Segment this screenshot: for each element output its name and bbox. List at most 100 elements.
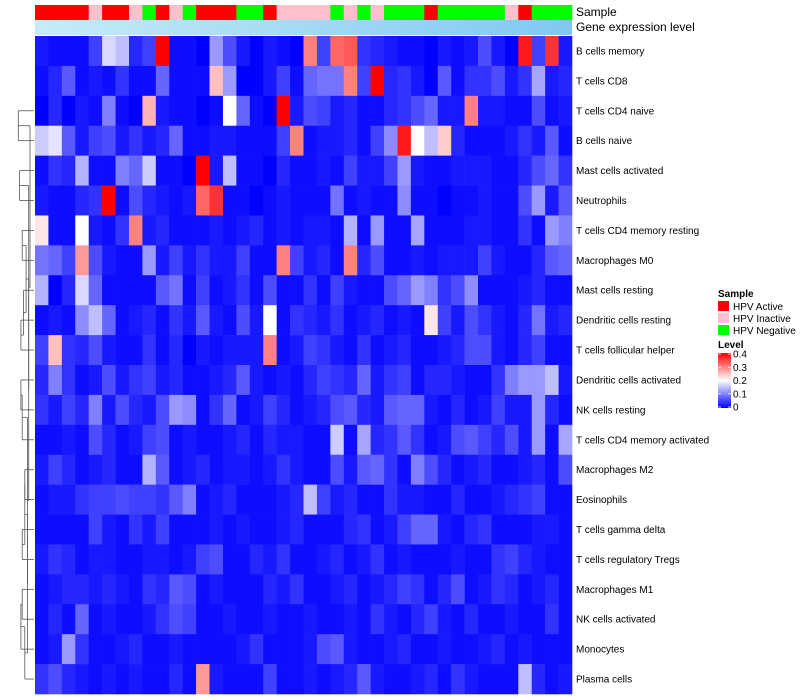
- heatmap-cell: [115, 215, 130, 246]
- heatmap-cell: [196, 424, 210, 456]
- heatmap-cell: [222, 365, 237, 396]
- heatmap-cell: [75, 245, 89, 276]
- heatmap-cell: [370, 305, 385, 336]
- sample-annotation-cell: [316, 5, 331, 20]
- heatmap-cell: [303, 275, 318, 306]
- heatmap-cell: [437, 305, 452, 336]
- heatmap-cell: [263, 604, 277, 635]
- heatmap-cell: [370, 424, 385, 456]
- heatmap-cell: [518, 335, 533, 366]
- heatmap-cell: [196, 394, 210, 426]
- sample-annotation-cell: [155, 5, 170, 20]
- heatmap-cell: [491, 574, 506, 605]
- sample-annotation-cell: [464, 5, 479, 20]
- heatmap-cell: [35, 574, 49, 605]
- heatmap-cell: [303, 305, 318, 336]
- heatmap-cell: [102, 604, 116, 635]
- heatmap-cell: [531, 604, 546, 635]
- heatmap-cell: [222, 424, 237, 456]
- heatmap-cell: [410, 185, 425, 216]
- heatmap-cell: [142, 185, 157, 216]
- heatmap-cell: [263, 514, 277, 545]
- heatmap-cell: [169, 365, 183, 396]
- heatmap-cell: [142, 544, 157, 575]
- heatmap-cell: [424, 95, 439, 127]
- heatmap-cell: [236, 215, 251, 246]
- heatmap-cell: [437, 125, 452, 156]
- heatmap-cell: [437, 245, 452, 276]
- heatmap-cell: [464, 275, 479, 306]
- heatmap-cell: [236, 185, 251, 216]
- heatmap-cell: [222, 155, 237, 186]
- heatmap-cell: [169, 514, 183, 545]
- heatmap-cell: [169, 155, 183, 186]
- heatmap-cell: [290, 454, 304, 485]
- sample-legend-label: HPV Negative: [733, 326, 796, 337]
- heatmap-cell: [88, 454, 103, 485]
- heatmap-cell: [155, 604, 170, 635]
- heatmap-cell: [316, 65, 331, 97]
- heatmap-cell: [397, 544, 412, 575]
- heatmap-cell: [545, 424, 559, 456]
- heatmap-cell: [102, 514, 116, 545]
- heatmap-cell: [209, 394, 224, 426]
- heatmap-cell: [290, 305, 304, 336]
- heatmap-cell: [35, 454, 49, 485]
- heatmap-cell: [102, 245, 116, 276]
- heatmap-cell: [531, 365, 546, 396]
- heatmap-cell: [357, 305, 371, 336]
- heatmap-cell: [263, 245, 277, 276]
- heatmap-cell: [48, 275, 63, 306]
- heatmap-cell: [531, 275, 546, 306]
- heatmap-cell: [182, 604, 197, 635]
- heatmap-cell: [48, 514, 63, 545]
- heatmap-cell: [424, 664, 439, 695]
- heatmap-cell: [384, 604, 398, 635]
- heatmap-cell: [75, 215, 89, 246]
- heatmap-cell: [545, 215, 559, 246]
- heatmap-cell: [142, 215, 157, 246]
- heatmap-cell: [410, 544, 425, 575]
- heatmap-cell: [410, 215, 425, 246]
- heatmap-cell: [142, 365, 157, 396]
- heatmap-cell: [182, 335, 197, 366]
- heatmap-cell: [397, 335, 412, 366]
- heatmap-cell: [384, 305, 398, 336]
- heatmap-cell: [263, 664, 277, 695]
- heatmap-cell: [303, 514, 318, 545]
- heatmap-cell: [410, 574, 425, 605]
- heatmap-cell: [316, 424, 331, 456]
- heatmap-cell: [290, 185, 304, 216]
- heatmap-cell: [518, 215, 533, 246]
- heatmap-cell: [75, 305, 89, 336]
- heatmap-cell: [61, 215, 76, 246]
- heatmap-cell: [545, 335, 559, 366]
- heatmap-cell: [558, 454, 573, 485]
- sample-annotation-cell: [370, 5, 385, 20]
- heatmap-cell: [196, 514, 210, 545]
- heatmap-cell: [478, 185, 492, 216]
- heatmap-cell: [504, 36, 519, 67]
- heatmap-cell: [155, 335, 170, 366]
- heatmap-cell: [357, 185, 371, 216]
- heatmap-cell: [451, 664, 465, 695]
- sample-annotation-cell: [518, 5, 533, 20]
- heatmap-cell: [236, 365, 251, 396]
- heatmap-cell: [196, 454, 210, 485]
- heatmap-cell: [222, 245, 237, 276]
- heatmap-cell: [316, 185, 331, 216]
- heatmap-cell: [303, 664, 318, 695]
- heatmap-cell: [545, 155, 559, 186]
- heatmap-cell: [316, 484, 331, 515]
- sample-annotation-cell: [397, 5, 412, 20]
- heatmap-cell: [263, 305, 277, 336]
- heatmap-cell: [142, 335, 157, 366]
- row-label: Neutrophils: [576, 196, 627, 207]
- sample-legend-swatch: [718, 325, 729, 335]
- heatmap-cell: [155, 185, 170, 216]
- heatmap-cell: [48, 245, 63, 276]
- sample-annotation-cell: [451, 5, 465, 20]
- heatmap-cell: [410, 394, 425, 426]
- heatmap-cell: [209, 335, 224, 366]
- heatmap-cell: [343, 95, 358, 127]
